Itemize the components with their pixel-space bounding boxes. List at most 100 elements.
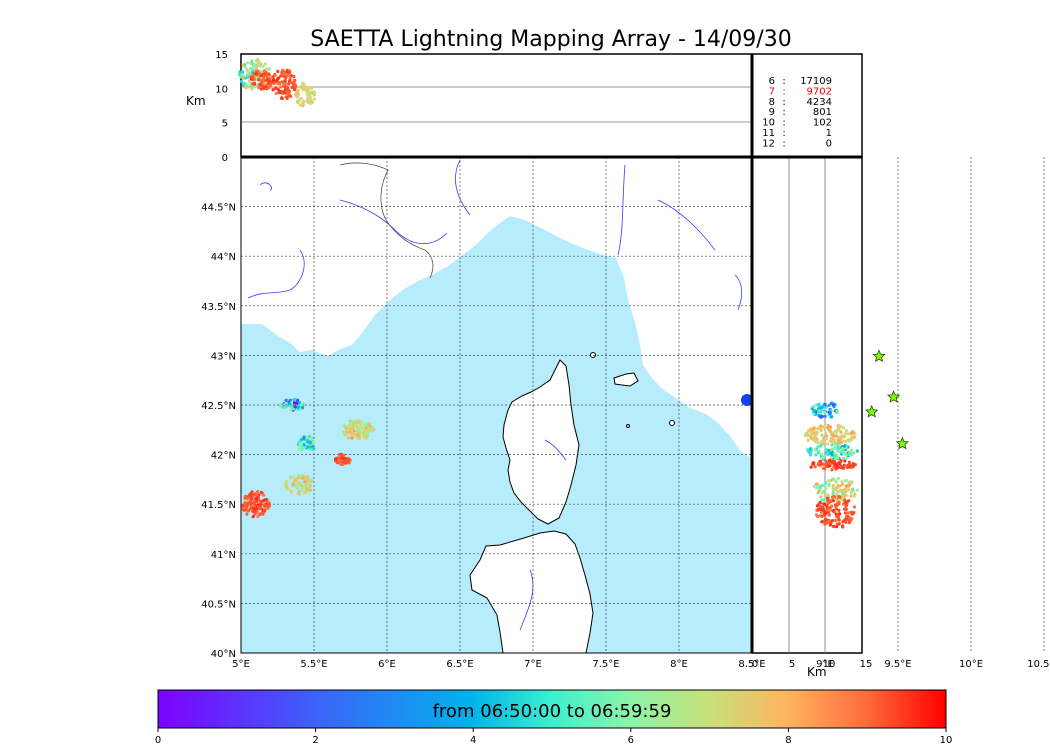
altitude-source	[267, 84, 272, 88]
side-source	[828, 429, 833, 434]
side-source	[834, 430, 838, 435]
lightning-source	[305, 435, 310, 440]
side-source	[842, 439, 846, 443]
side-source	[809, 437, 814, 441]
altitude-source	[241, 73, 245, 77]
side-source	[834, 512, 838, 516]
altitude-source	[281, 68, 285, 72]
count-value: 9702	[807, 86, 832, 97]
lightning-source	[356, 420, 361, 424]
colorbar	[157, 689, 947, 729]
lightning-source	[371, 426, 375, 430]
side-source	[814, 433, 818, 437]
lightning-source	[351, 419, 356, 424]
side-source	[842, 444, 846, 448]
side-source	[812, 412, 816, 416]
side-source	[843, 459, 847, 463]
side-source	[820, 483, 824, 488]
side-source	[806, 429, 811, 433]
lightning-source	[299, 474, 303, 478]
side-source	[827, 482, 831, 486]
side-source	[823, 483, 827, 487]
side-source	[828, 427, 832, 431]
side-source	[824, 459, 828, 463]
lightning-source	[343, 456, 348, 461]
lightning-source	[350, 436, 354, 440]
side-source	[811, 405, 816, 409]
altitude-source	[292, 74, 296, 79]
side-source	[844, 493, 848, 497]
altitude-source	[273, 73, 277, 77]
side-source	[831, 483, 835, 488]
altitude-source	[289, 80, 293, 84]
side-source	[828, 411, 832, 416]
side-source	[813, 436, 818, 440]
side-source	[830, 443, 834, 447]
side-source	[850, 437, 854, 442]
side-source	[844, 484, 848, 488]
lightning-source	[308, 477, 312, 481]
altitude-source	[271, 78, 275, 83]
side-source	[830, 450, 834, 454]
map-scatter	[240, 397, 376, 519]
lightning-source	[262, 493, 266, 497]
lightning-source	[300, 487, 304, 492]
side-source	[819, 424, 823, 428]
lon-tick-label: 9.5°E	[884, 659, 911, 670]
lightning-source	[364, 422, 369, 426]
side-source	[847, 460, 851, 465]
altitude-frame	[240, 53, 753, 158]
altitude-source	[299, 97, 303, 101]
side-source	[809, 465, 813, 469]
lightning-source	[362, 428, 367, 432]
side-source	[850, 464, 854, 469]
altitude-source	[293, 83, 297, 87]
altitude-source	[283, 88, 287, 93]
lightning-source	[251, 514, 255, 519]
side-source	[837, 494, 841, 498]
lightning-source	[291, 475, 295, 479]
altitude-source	[257, 77, 261, 81]
altitude-source	[247, 72, 251, 76]
side-source	[806, 448, 810, 452]
side-source	[806, 433, 810, 438]
lightning-source	[298, 440, 302, 444]
side-source	[811, 462, 815, 466]
lat-tick-label: 43.5°N	[201, 302, 236, 313]
lightning-source	[297, 447, 301, 451]
altitude-source	[306, 97, 310, 101]
sea-area	[241, 216, 752, 653]
side-source	[841, 426, 846, 430]
lightning-source	[267, 504, 271, 508]
side-source	[813, 448, 817, 452]
side-source	[830, 519, 835, 523]
side-source	[820, 520, 824, 524]
altitude-source	[276, 69, 280, 74]
count-panel: 6: 17109 7: 9702 8: 4234 9: 801 10: 102 11: 1 12: 0	[751, 53, 863, 158]
altitude-ticks: 0 5 10 15	[215, 50, 228, 164]
side-source	[815, 504, 820, 508]
elba-island	[613, 372, 639, 387]
lightning-source	[349, 420, 353, 425]
altitude-source	[282, 83, 286, 87]
station-star	[895, 436, 910, 450]
map-panel: 5°E 5.5°E 6°E 6.5°E 7°E 7.5°E 8°E 8.5°E 9°E 9.5°E…	[201, 156, 1050, 670]
lightning-source	[261, 499, 266, 503]
lon-tick-label: 5.5°E	[300, 659, 327, 670]
lightning-source	[300, 403, 304, 407]
altitude-source	[275, 77, 280, 82]
altitude-source	[264, 67, 269, 71]
lat-ticks: 40°N 40.5°N 41°N 41.5°N 42°N 42.5°N 43°N 43.5°N…	[201, 203, 236, 660]
altitude-source	[285, 72, 289, 76]
altitude-source	[254, 72, 259, 76]
lightning-source	[291, 406, 295, 410]
lightning-source	[342, 453, 346, 457]
small-island	[626, 424, 630, 428]
lightning-source	[306, 489, 310, 493]
side-source	[825, 434, 829, 438]
altitude-source	[263, 62, 267, 66]
side-source	[839, 466, 843, 470]
count-stations: 7	[769, 86, 775, 97]
lightning-source	[259, 503, 263, 507]
side-source	[834, 507, 838, 511]
